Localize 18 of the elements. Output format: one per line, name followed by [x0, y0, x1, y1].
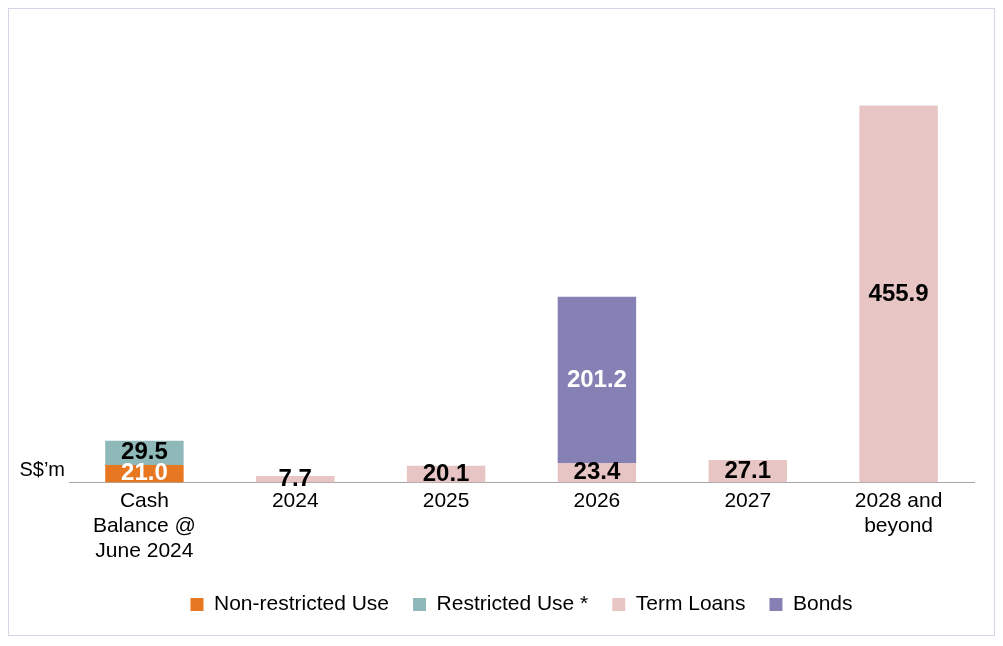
y-axis-title: S$’m [19, 457, 65, 480]
x-tick-label: 2028 and beyond [854, 487, 943, 536]
legend-label: Non-restricted Use [213, 591, 390, 615]
x-tick-label: 2025 [422, 487, 470, 511]
data-label: 455.9 [868, 278, 929, 306]
legend-label: Restricted Use * [436, 591, 589, 615]
data-label: 20.1 [422, 458, 470, 486]
data-label: 27.1 [724, 455, 772, 483]
data-label: 21.0 [121, 458, 168, 486]
data-label: 23.4 [573, 457, 621, 485]
legend-label: Bonds [792, 591, 853, 615]
legend-label: Term Loans [635, 591, 746, 615]
data-label: 201.2 [566, 364, 627, 392]
x-tick-label: Cash Balance @ June 2024 [92, 487, 196, 562]
x-tick-label: 2026 [573, 487, 621, 511]
bar [859, 105, 938, 483]
x-tick-label: 2027 [724, 487, 772, 511]
bar [557, 296, 637, 464]
